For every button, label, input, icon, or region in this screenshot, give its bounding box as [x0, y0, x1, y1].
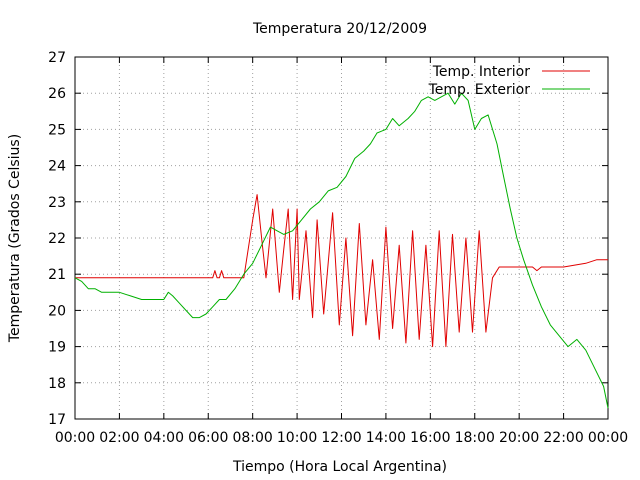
- legend-label: Temp. Interior: [432, 64, 531, 80]
- series-line-exterior: [74, 92, 609, 409]
- y-tick-label: 27: [48, 50, 66, 66]
- y-tick-label: 21: [48, 267, 66, 283]
- y-tick-label: 23: [48, 195, 66, 211]
- y-tick-label: 18: [48, 376, 66, 392]
- x-axis-label: Tiempo (Hora Local Argentina): [232, 459, 447, 475]
- x-tick-label: 22:00: [543, 430, 583, 446]
- x-tick-label: 14:00: [366, 430, 406, 446]
- y-tick-label: 19: [48, 340, 66, 356]
- y-axis-label: Temperatura (Grados Celsius): [7, 134, 23, 343]
- x-tick-label: 08:00: [232, 430, 272, 446]
- x-tick-label: 04:00: [144, 430, 184, 446]
- x-tick-label: 10:00: [277, 430, 317, 446]
- chart-title: Temperatura 20/12/2009: [252, 21, 427, 37]
- axis-ticks: 00:00 02:00 04:00 06:00 08:00 10:00 12:00 14:00…: [48, 50, 628, 446]
- x-tick-label: 02:00: [99, 430, 139, 446]
- x-tick-label: 16:00: [410, 430, 450, 446]
- x-tick-label: 00:00: [55, 430, 95, 446]
- x-tick-label: 12:00: [321, 430, 361, 446]
- y-tick-label: 26: [48, 86, 66, 102]
- y-tick-label: 24: [48, 159, 66, 175]
- x-tick-label: 18:00: [455, 430, 495, 446]
- grid-lines: [75, 57, 608, 419]
- x-tick-label: 00:00: [588, 430, 628, 446]
- legend-label: Temp. Exterior: [428, 82, 531, 98]
- y-tick-label: 25: [48, 122, 66, 138]
- y-tick-label: 20: [48, 303, 66, 319]
- y-tick-label: 22: [48, 231, 66, 247]
- legend: Temp. Interior Temp. Exterior: [428, 64, 590, 98]
- series-line-interior: [75, 194, 608, 348]
- data-series: [74, 92, 609, 409]
- x-tick-label: 20:00: [499, 430, 539, 446]
- x-tick-label: 06:00: [188, 430, 228, 446]
- y-tick-label: 17: [48, 412, 66, 428]
